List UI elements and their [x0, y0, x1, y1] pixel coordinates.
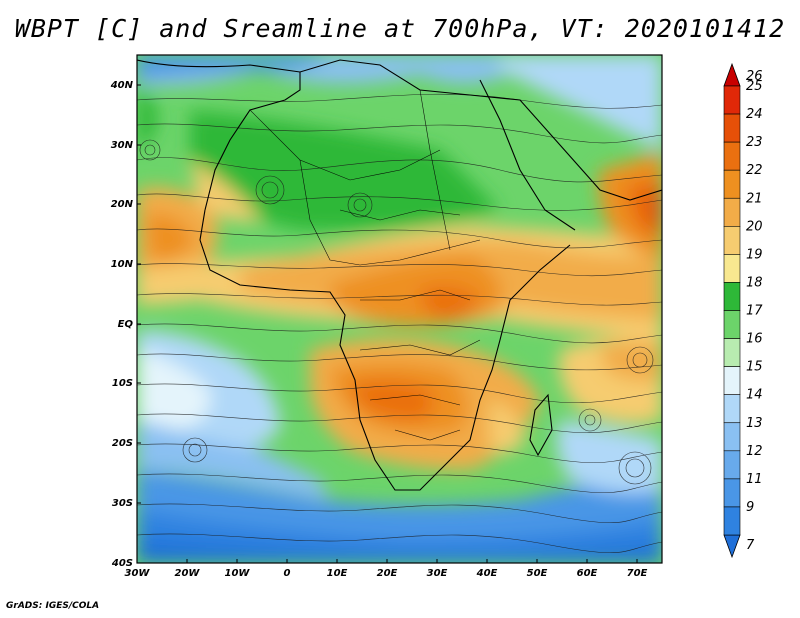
- colorbar-swatch: [723, 85, 741, 115]
- colorbar-label: 26: [746, 69, 763, 84]
- colorbar-label: 18: [746, 275, 763, 290]
- colorbar-swatch: [723, 506, 741, 536]
- lat-label-20n: 20N: [111, 199, 134, 210]
- lat-label-40n: 40N: [110, 80, 134, 91]
- colorbar-swatch: [723, 422, 741, 452]
- colorbar-swatch: [723, 169, 741, 199]
- colorbar-label: 11: [746, 472, 763, 487]
- lon-label-60e: 60E: [577, 568, 598, 579]
- lat-label-eq: EQ: [118, 319, 134, 330]
- colorbar-swatch: [723, 338, 741, 367]
- tick-marks: [137, 84, 638, 563]
- colorbar-label: 9: [746, 500, 754, 515]
- colorbar-label: 14: [746, 388, 763, 403]
- lat-label-10n: 10N: [111, 259, 134, 270]
- streamlines: [137, 93, 662, 553]
- colorbar-swatch: [723, 254, 741, 283]
- longitude-labels: 30W 20W 10W 0 10E 20E 30E 40E 50E 60E 70…: [125, 568, 648, 579]
- colorbar-bottom-arrow: [723, 534, 741, 559]
- wbpt-field: [137, 55, 662, 563]
- lon-label-20e: 20E: [377, 568, 398, 579]
- colorbar-swatch: [723, 282, 741, 311]
- footer-credit: GrADS: IGES/COLA: [6, 601, 100, 611]
- colorbar-swatch: [723, 141, 741, 171]
- lon-label-10e: 10E: [327, 568, 348, 579]
- map-title: WBPT [C] and Sreamline at 700hPa, VT: 20…: [14, 14, 786, 43]
- colorbar-swatch: [723, 310, 741, 339]
- plot-frame: [136, 54, 663, 564]
- colorbar-label: 7: [746, 538, 755, 553]
- lon-label-30w: 30W: [125, 568, 151, 579]
- lon-label-30e: 30E: [427, 568, 448, 579]
- colorbar-label: 21: [746, 191, 763, 206]
- colorbar-top-arrow: [723, 62, 741, 87]
- latitude-labels: 40N 30N 20N 10N EQ 10S 20S 30S 40S: [110, 80, 134, 569]
- colorbar-label: 12: [746, 444, 763, 459]
- colorbar-swatch: [723, 366, 741, 395]
- coastlines: [137, 59, 662, 491]
- lat-label-30s: 30S: [112, 498, 133, 509]
- lon-label-50e: 50E: [527, 568, 548, 579]
- colorbar-label: 22: [746, 163, 763, 178]
- colorbar-swatch: [723, 478, 741, 508]
- lon-label-70e: 70E: [627, 568, 648, 579]
- lon-label-20w: 20W: [175, 568, 201, 579]
- colorbar-swatch: [723, 113, 741, 143]
- colorbar-swatch: [723, 197, 741, 227]
- lon-label-40e: 40E: [476, 568, 498, 579]
- colorbar-label: 17: [746, 304, 763, 319]
- lat-label-10s: 10S: [112, 378, 133, 389]
- colorbar-label: 15: [746, 360, 763, 375]
- colorbar-label: 23: [746, 135, 763, 150]
- plot-area: [137, 55, 662, 563]
- lat-label-30n: 30N: [111, 140, 134, 151]
- colorbar-label: 25: [746, 79, 763, 94]
- colorbar-swatch: [723, 450, 741, 480]
- lat-label-40s: 40S: [111, 558, 133, 569]
- borders: [249, 89, 481, 441]
- colorbar-label: 13: [746, 416, 763, 431]
- colorbar-swatch: [723, 226, 741, 255]
- colorbar-swatch: [723, 394, 741, 424]
- lon-label-0: 0: [284, 568, 291, 579]
- colorbar-label: 24: [746, 107, 763, 122]
- colorbar-label: 20: [746, 219, 763, 234]
- lon-label-10w: 10W: [225, 568, 251, 579]
- lat-label-20s: 20S: [112, 438, 133, 449]
- colorbar-label: 19: [746, 247, 763, 262]
- colorbar-label: 16: [746, 332, 763, 347]
